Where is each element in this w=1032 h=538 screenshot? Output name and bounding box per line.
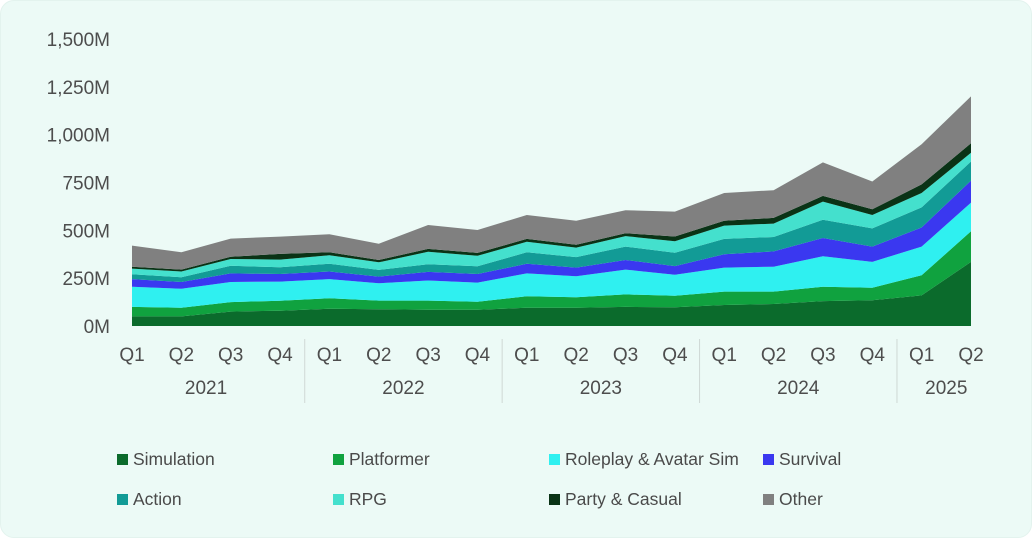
x-tick-label-year: 2021: [185, 378, 227, 399]
x-tick-label-quarter: Q2: [366, 345, 391, 366]
y-tick-label: 750M: [62, 174, 110, 195]
area-party-and-casual: [132, 143, 971, 272]
area-action: [132, 161, 971, 282]
y-tick-label: 250M: [62, 269, 110, 290]
legend-swatch: [549, 454, 560, 465]
x-tick-label-quarter: Q1: [712, 345, 737, 366]
legend-swatch: [117, 494, 128, 505]
y-tick-label: 1,500M: [47, 30, 110, 51]
y-axis: 0M 250M 500M 750M 1,000M 1,250M 1,500M: [47, 30, 110, 338]
area-other: [132, 96, 971, 270]
y-tick-label: 1,250M: [47, 78, 110, 99]
area-series-group: [132, 96, 971, 326]
x-tick-label-quarter: Q1: [514, 345, 539, 366]
legend-item-party-and-casual: Party & Casual: [549, 489, 682, 510]
legend-swatch: [117, 454, 128, 465]
legend-label: Simulation: [133, 449, 215, 469]
y-tick-label: 500M: [62, 221, 110, 242]
area-simulation: [132, 261, 971, 326]
x-tick-label-quarter: Q1: [317, 345, 342, 366]
area-platformer: [132, 231, 971, 317]
x-tick-label-quarter: Q4: [860, 345, 886, 366]
legend-label: Party & Casual: [565, 489, 682, 509]
x-axis: Q1 Q2 Q3 Q4 Q1 Q2 Q3 Q4 Q1 Q2 Q3 Q4 Q1 Q2 Q3 Q4 Q1 Q2 2021…: [119, 339, 984, 403]
x-tick-label-quarter: Q3: [415, 345, 440, 366]
x-tick-label-quarter: Q4: [267, 345, 293, 366]
legend-item-survival: Survival: [763, 449, 841, 470]
legend-item-simulation: Simulation: [117, 449, 215, 470]
x-tick-label-quarter: Q1: [909, 345, 934, 366]
legend-item-roleplay-and-avatar-sim: Roleplay & Avatar Sim: [549, 449, 739, 470]
legend-swatch: [549, 494, 560, 505]
legend-swatch: [763, 454, 774, 465]
x-tick-label-quarter: Q1: [119, 345, 144, 366]
legend-label: Platformer: [349, 449, 430, 469]
y-tick-label: 0M: [84, 317, 110, 338]
x-tick-label-quarter: Q2: [563, 345, 588, 366]
x-tick-label-quarter: Q2: [958, 345, 983, 366]
area-survival: [132, 180, 971, 289]
legend-swatch: [333, 494, 344, 505]
legend-item-other: Other: [763, 489, 823, 510]
area-roleplay-and-avatar-sim: [132, 202, 971, 308]
y-tick-label: 1,000M: [47, 126, 110, 147]
legend-label: Survival: [779, 449, 842, 469]
chart-legend: Simulation Platformer Roleplay & Avatar Si…: [117, 449, 997, 519]
legend-label: RPG: [349, 489, 387, 509]
legend-label: Roleplay & Avatar Sim: [565, 449, 739, 469]
x-tick-label-year: 2023: [580, 378, 622, 399]
x-tick-label-quarter: Q3: [613, 345, 638, 366]
x-tick-label-quarter: Q2: [169, 345, 194, 366]
x-tick-label-quarter: Q3: [810, 345, 835, 366]
legend-swatch: [333, 454, 344, 465]
x-tick-label-year: 2024: [777, 378, 820, 399]
x-tick-label-quarter: Q2: [761, 345, 786, 366]
legend-item-action: Action: [117, 489, 182, 510]
x-tick-label-quarter: Q4: [662, 345, 688, 366]
legend-label: Other: [779, 489, 823, 509]
x-tick-label-year: 2025: [925, 378, 967, 399]
area-rpg: [132, 152, 971, 278]
legend-label: Action: [133, 489, 182, 509]
legend-item-rpg: RPG: [333, 489, 387, 510]
x-tick-label-quarter: Q3: [218, 345, 243, 366]
legend-swatch: [763, 494, 774, 505]
x-tick-label-quarter: Q4: [465, 345, 491, 366]
x-tick-label-year: 2022: [382, 378, 424, 399]
legend-item-platformer: Platformer: [333, 449, 430, 470]
